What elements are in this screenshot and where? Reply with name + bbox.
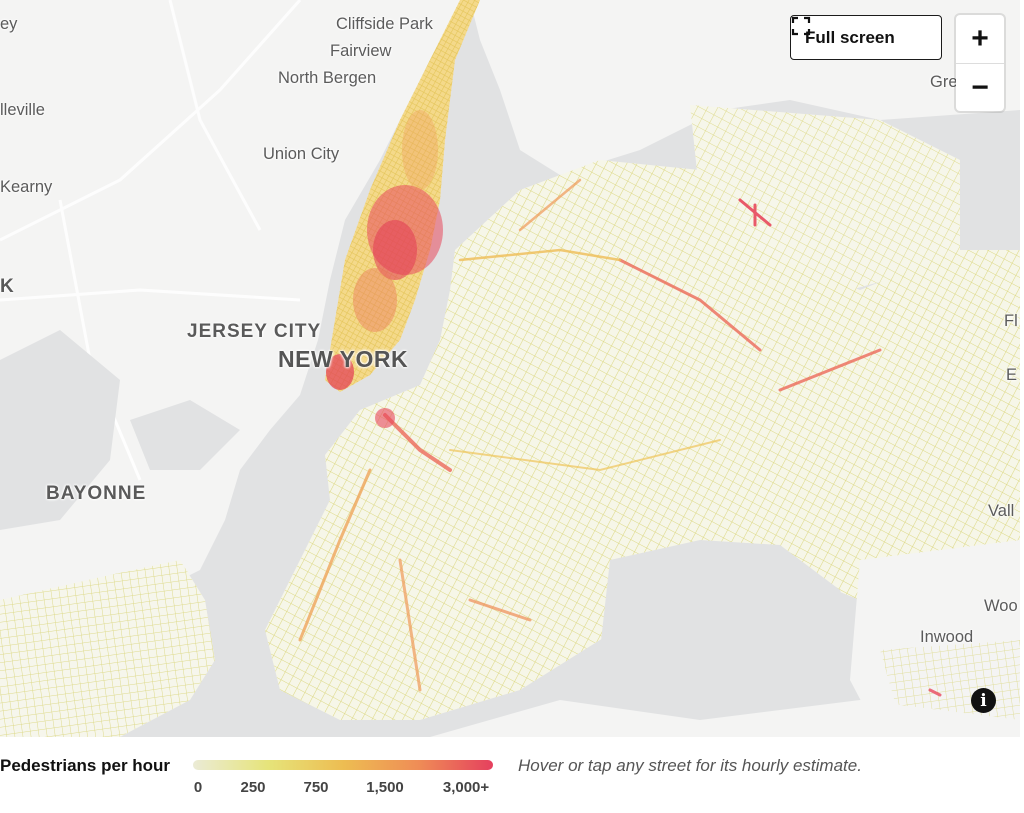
label-partial-ey: ey (0, 15, 18, 33)
water-jamaica-bay (600, 540, 860, 720)
info-icon[interactable]: i (971, 688, 996, 713)
map-layer[interactable] (0, 0, 1020, 737)
legend-tick: 0 (193, 779, 203, 796)
fullscreen-button[interactable]: Full screen (790, 15, 942, 60)
map-canvas[interactable]: ey Cliffside Park Fairview North Bergen … (0, 0, 1020, 737)
label-cliffside-park: Cliffside Park (336, 15, 433, 33)
label-partial-woo: Woo (984, 597, 1018, 615)
label-new-york: NEW YORK (278, 346, 409, 372)
fullscreen-icon (791, 16, 811, 36)
label-partial-e: E (1006, 366, 1018, 384)
legend-tick: 250 (240, 779, 266, 796)
label-fairview: Fairview (330, 42, 392, 60)
legend-tick: 750 (303, 779, 329, 796)
land-new-jersey (0, 0, 470, 640)
label-partial-lleville: lleville (0, 101, 45, 119)
label-inwood: Inwood (920, 628, 974, 646)
label-partial-gre: Gre (930, 73, 958, 91)
label-partial-k: K (0, 276, 15, 297)
label-jersey-city: JERSEY CITY (187, 321, 322, 342)
legend-tick: 3,000+ (442, 779, 490, 796)
legend: Pedestrians per hour 0 250 750 1,500 3,0… (0, 737, 1024, 813)
label-north-bergen: North Bergen (278, 69, 377, 87)
label-partial-kearny: Kearny (0, 178, 53, 196)
label-partial-vall: Vall (988, 502, 1015, 520)
label-bayonne: BAYONNE (46, 483, 147, 504)
legend-color-ramp (193, 760, 493, 770)
zoom-in-button[interactable]: + (971, 22, 989, 55)
label-partial-fl: Fl (1004, 312, 1018, 330)
zoom-control: + − (956, 15, 1004, 111)
hotspot-downtown (326, 354, 354, 390)
label-union-city: Union City (263, 145, 340, 163)
legend-hint: Hover or tap any street for its hourly e… (518, 756, 862, 775)
fullscreen-label: Full screen (805, 27, 895, 47)
zoom-out-button[interactable]: − (956, 63, 1004, 112)
legend-tick: 1,500 (366, 779, 404, 796)
legend-title: Pedestrians per hour (0, 756, 171, 775)
